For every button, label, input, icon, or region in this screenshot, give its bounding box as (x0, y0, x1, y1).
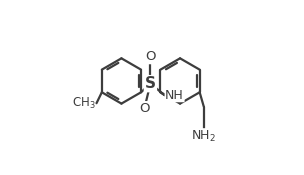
Text: CH$_3$: CH$_3$ (72, 96, 96, 111)
Text: NH: NH (165, 89, 184, 102)
Text: S: S (145, 76, 156, 91)
Text: NH$_2$: NH$_2$ (191, 129, 216, 144)
Text: O: O (145, 50, 156, 63)
Text: O: O (139, 102, 150, 115)
